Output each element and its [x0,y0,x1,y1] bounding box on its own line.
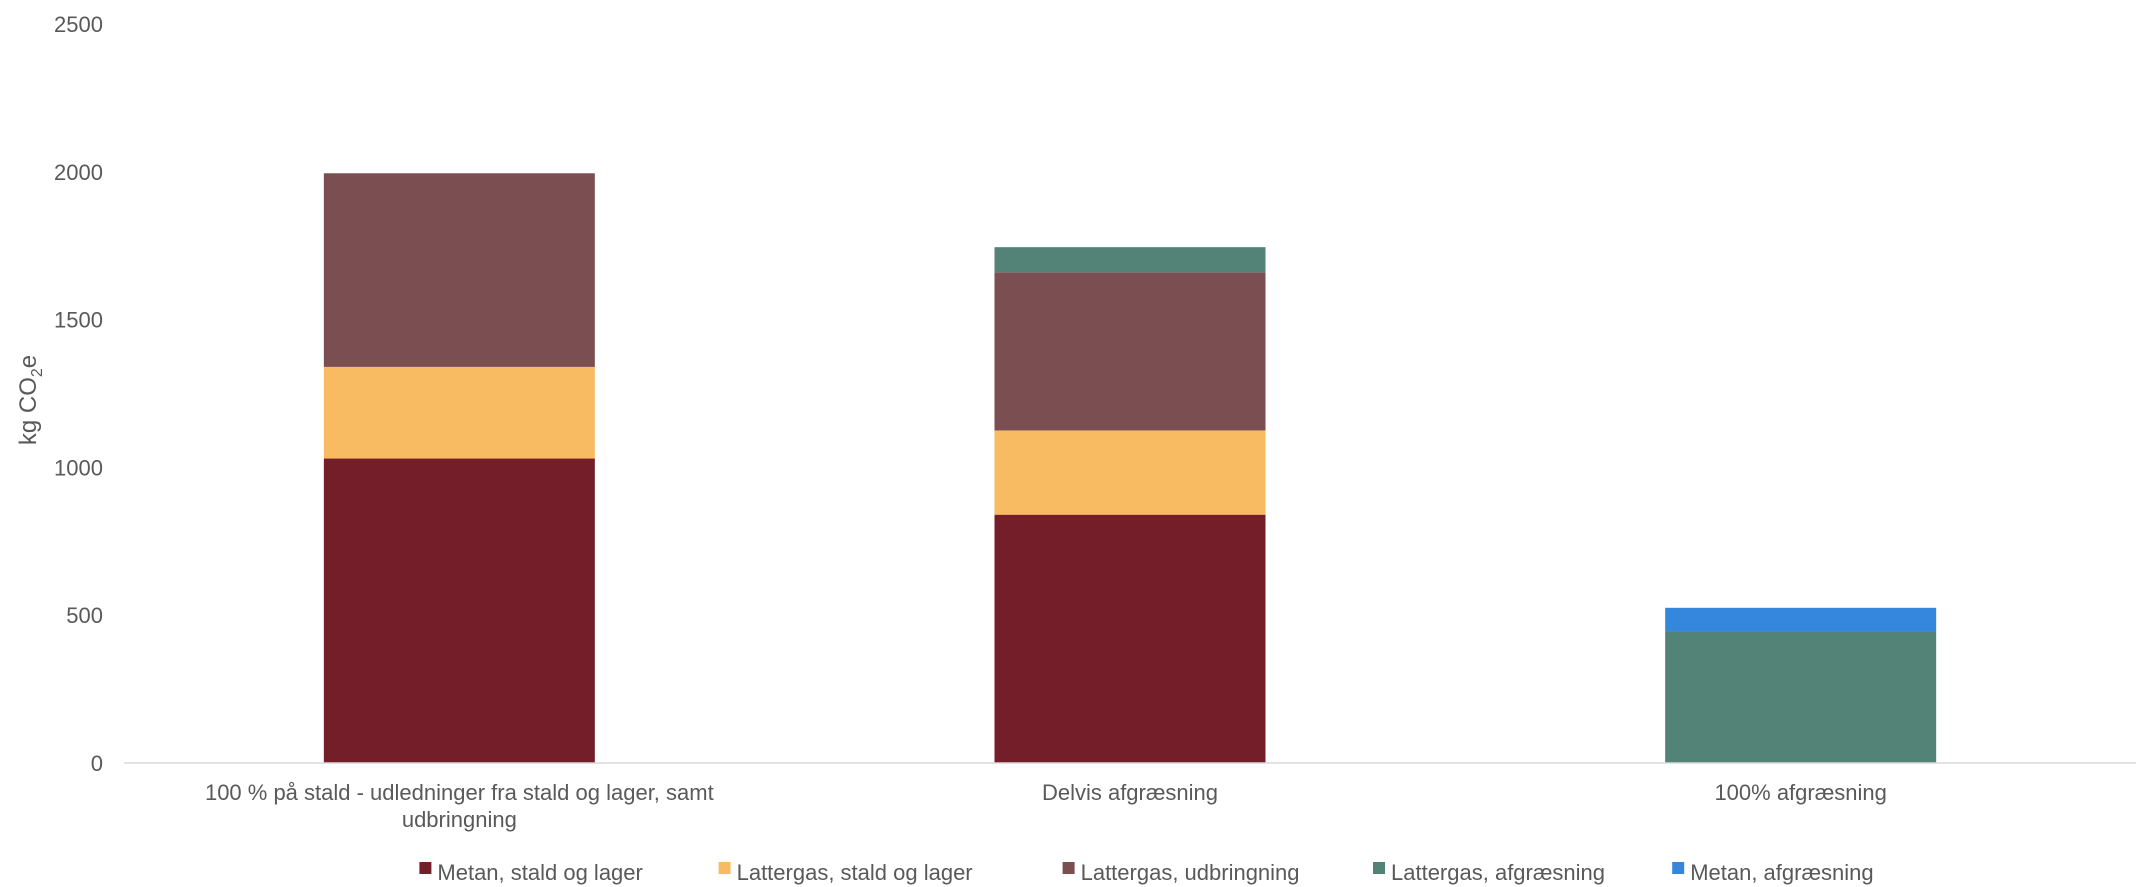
y-axis-label: kg CO2e [15,355,46,445]
bar-segment [994,430,1266,515]
legend-label: Metan, afgræsning [1690,860,1873,885]
legend-swatch [718,862,731,874]
y-tick-label: 1000 [54,455,103,480]
bars [323,173,1937,763]
legend: Metan, stald og lager Lattergas, stald og… [419,860,1874,885]
bar-segment [994,514,1266,763]
legend-label: Lattergas, afgræsning [1391,860,1605,885]
legend-label: Lattergas, udbringning [1081,860,1300,885]
bar-segment [1665,607,1937,632]
y-tick-label: 2000 [54,160,103,185]
legend-label: Lattergas, stald og lager [737,860,973,885]
legend-swatch [1062,862,1075,874]
y-tick-label: 0 [91,751,103,776]
y-tick-label: 2500 [54,12,103,37]
y-tick-label: 500 [66,603,103,628]
y-tick-label: 1500 [54,308,103,333]
x-tick-label: 100% afgræsning [1714,780,1886,805]
x-tick-label: Delvis afgræsning [1042,780,1218,805]
bar-segment [994,247,1266,273]
y-axis-ticks: 0 500 1000 1500 2000 2500 [54,12,103,776]
legend-swatch [1672,862,1685,874]
legend-label: Metan, stald og lager [437,860,642,885]
bar-segment [994,272,1266,431]
bar-segment [323,173,595,367]
x-tick-label: 100 % på stald - udledninger fra stald o… [205,780,714,832]
bar-segment [323,458,595,763]
legend-swatch [1373,862,1385,874]
bar-segment [1665,631,1937,763]
x-axis-categories: 100 % på stald - udledninger fra stald o… [205,780,1887,832]
legend-swatch [419,862,432,874]
bar-segment [323,366,595,459]
